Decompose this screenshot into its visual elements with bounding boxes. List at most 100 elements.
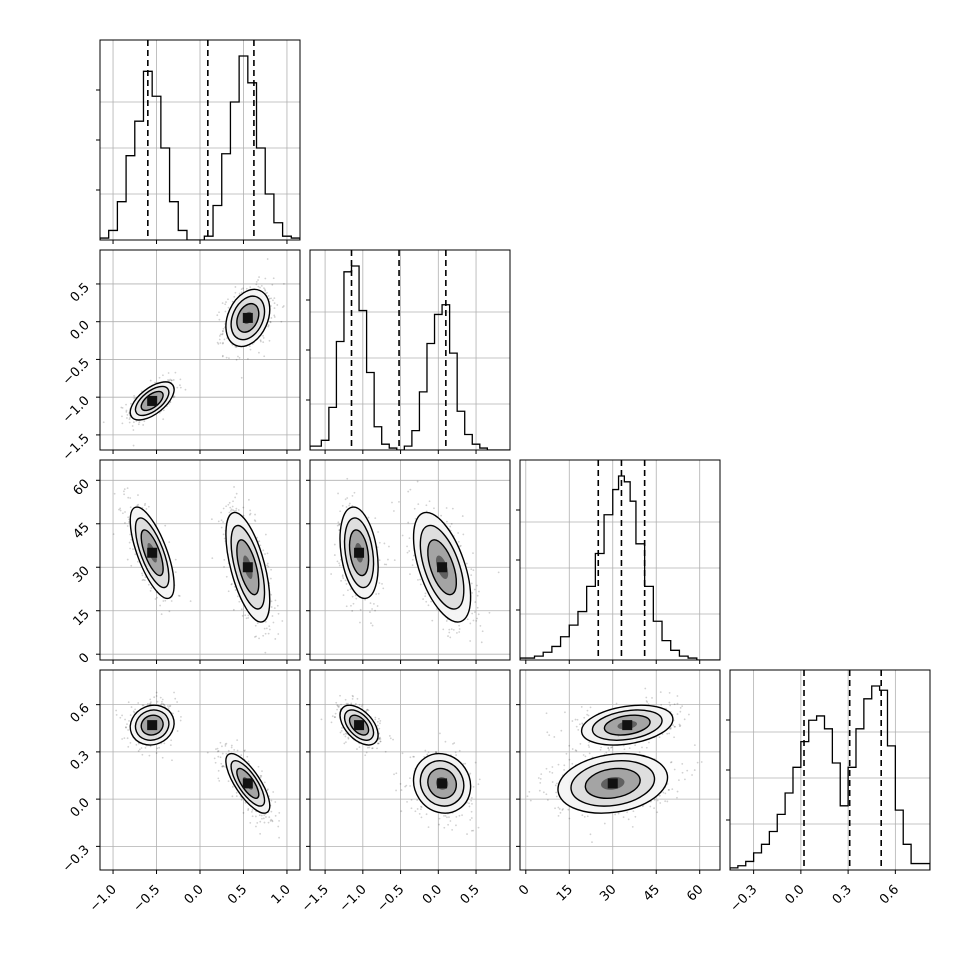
sample-point	[278, 811, 281, 814]
sample-point	[337, 521, 340, 524]
x-tick-label: −1.0	[87, 882, 120, 915]
sample-point	[102, 421, 105, 424]
sample-point	[376, 724, 379, 727]
sample-point	[433, 507, 435, 510]
sample-point	[242, 287, 244, 290]
sample-point	[470, 796, 473, 799]
sample-point	[270, 305, 272, 307]
sample-point	[255, 635, 257, 638]
sample-point	[220, 762, 223, 765]
sample-point	[336, 708, 338, 711]
sample-point	[409, 777, 411, 780]
sample-point	[180, 716, 182, 718]
sample-point	[112, 533, 115, 536]
sample-point	[469, 772, 472, 775]
sample-point	[128, 421, 131, 424]
sample-point	[137, 742, 140, 745]
sample-point	[233, 748, 236, 751]
sample-point	[264, 553, 266, 555]
sample-point	[167, 372, 170, 374]
sample-point	[168, 379, 171, 382]
sample-point	[406, 545, 408, 548]
sample-point	[443, 826, 446, 829]
sample-point	[210, 518, 213, 521]
sample-point	[450, 628, 453, 631]
sample-point	[121, 422, 124, 425]
sample-point	[337, 492, 339, 495]
sample-point	[278, 819, 280, 822]
sample-point	[216, 750, 219, 753]
sample-point	[242, 506, 245, 509]
panel-frame	[309, 249, 511, 451]
sample-point	[172, 379, 175, 381]
sample-point	[644, 687, 647, 690]
sample-point	[262, 341, 265, 344]
sample-point	[263, 814, 266, 817]
sample-point	[237, 355, 239, 358]
sample-point	[161, 698, 164, 701]
sample-point	[401, 534, 404, 537]
sample-point	[481, 630, 484, 633]
y-tick-label: 60	[71, 477, 93, 499]
density-p3-p4	[526, 687, 703, 844]
sample-point	[345, 583, 348, 585]
sample-point	[158, 376, 161, 379]
sample-point	[448, 631, 451, 634]
sample-point	[257, 285, 260, 288]
sample-point	[222, 533, 225, 536]
sample-point	[125, 726, 127, 729]
sample-point	[222, 521, 224, 523]
sample-point	[138, 748, 141, 751]
sample-point	[249, 512, 252, 515]
sample-point	[472, 619, 475, 622]
sample-point	[223, 565, 225, 568]
sample-point	[267, 788, 269, 791]
sample-point	[375, 593, 378, 595]
sample-point	[347, 737, 350, 740]
sample-point	[417, 503, 420, 505]
sample-point	[130, 706, 133, 708]
sample-point	[227, 780, 230, 783]
sample-point	[466, 618, 469, 621]
sample-point	[356, 748, 358, 750]
sample-point	[366, 746, 369, 749]
sample-point	[342, 577, 345, 580]
sample-point	[133, 397, 136, 400]
sample-point	[338, 523, 341, 526]
sample-point	[221, 745, 223, 748]
sample-point	[385, 563, 388, 566]
sample-point	[355, 597, 358, 600]
y-tick-label: 15	[71, 607, 93, 629]
sample-point	[268, 816, 271, 819]
density-peak	[147, 395, 158, 406]
sample-point	[235, 358, 238, 361]
sample-point	[341, 727, 343, 729]
y-tick-label: 0.0	[68, 318, 93, 343]
sample-point	[126, 558, 129, 561]
sample-point	[129, 714, 132, 717]
sample-point	[237, 509, 240, 511]
sample-point	[468, 805, 471, 808]
sample-point	[435, 751, 437, 754]
sample-point	[571, 720, 574, 722]
y-tick-label: 0	[76, 650, 92, 666]
sample-point	[132, 710, 135, 713]
sample-point	[270, 799, 273, 802]
sample-point	[367, 709, 370, 712]
sample-point	[176, 701, 179, 703]
sample-point	[211, 557, 214, 560]
sample-point	[269, 820, 272, 822]
sample-point	[266, 562, 269, 565]
sample-point	[172, 712, 174, 715]
sample-point	[125, 411, 128, 413]
sample-point	[365, 710, 368, 712]
sample-point	[232, 500, 234, 503]
sample-point	[472, 829, 475, 832]
sample-point	[141, 572, 143, 575]
sample-point	[337, 706, 340, 709]
sample-point	[271, 283, 274, 286]
sample-point	[249, 509, 252, 512]
sample-point	[129, 506, 132, 509]
sample-point	[351, 595, 354, 598]
sample-point	[466, 833, 468, 835]
